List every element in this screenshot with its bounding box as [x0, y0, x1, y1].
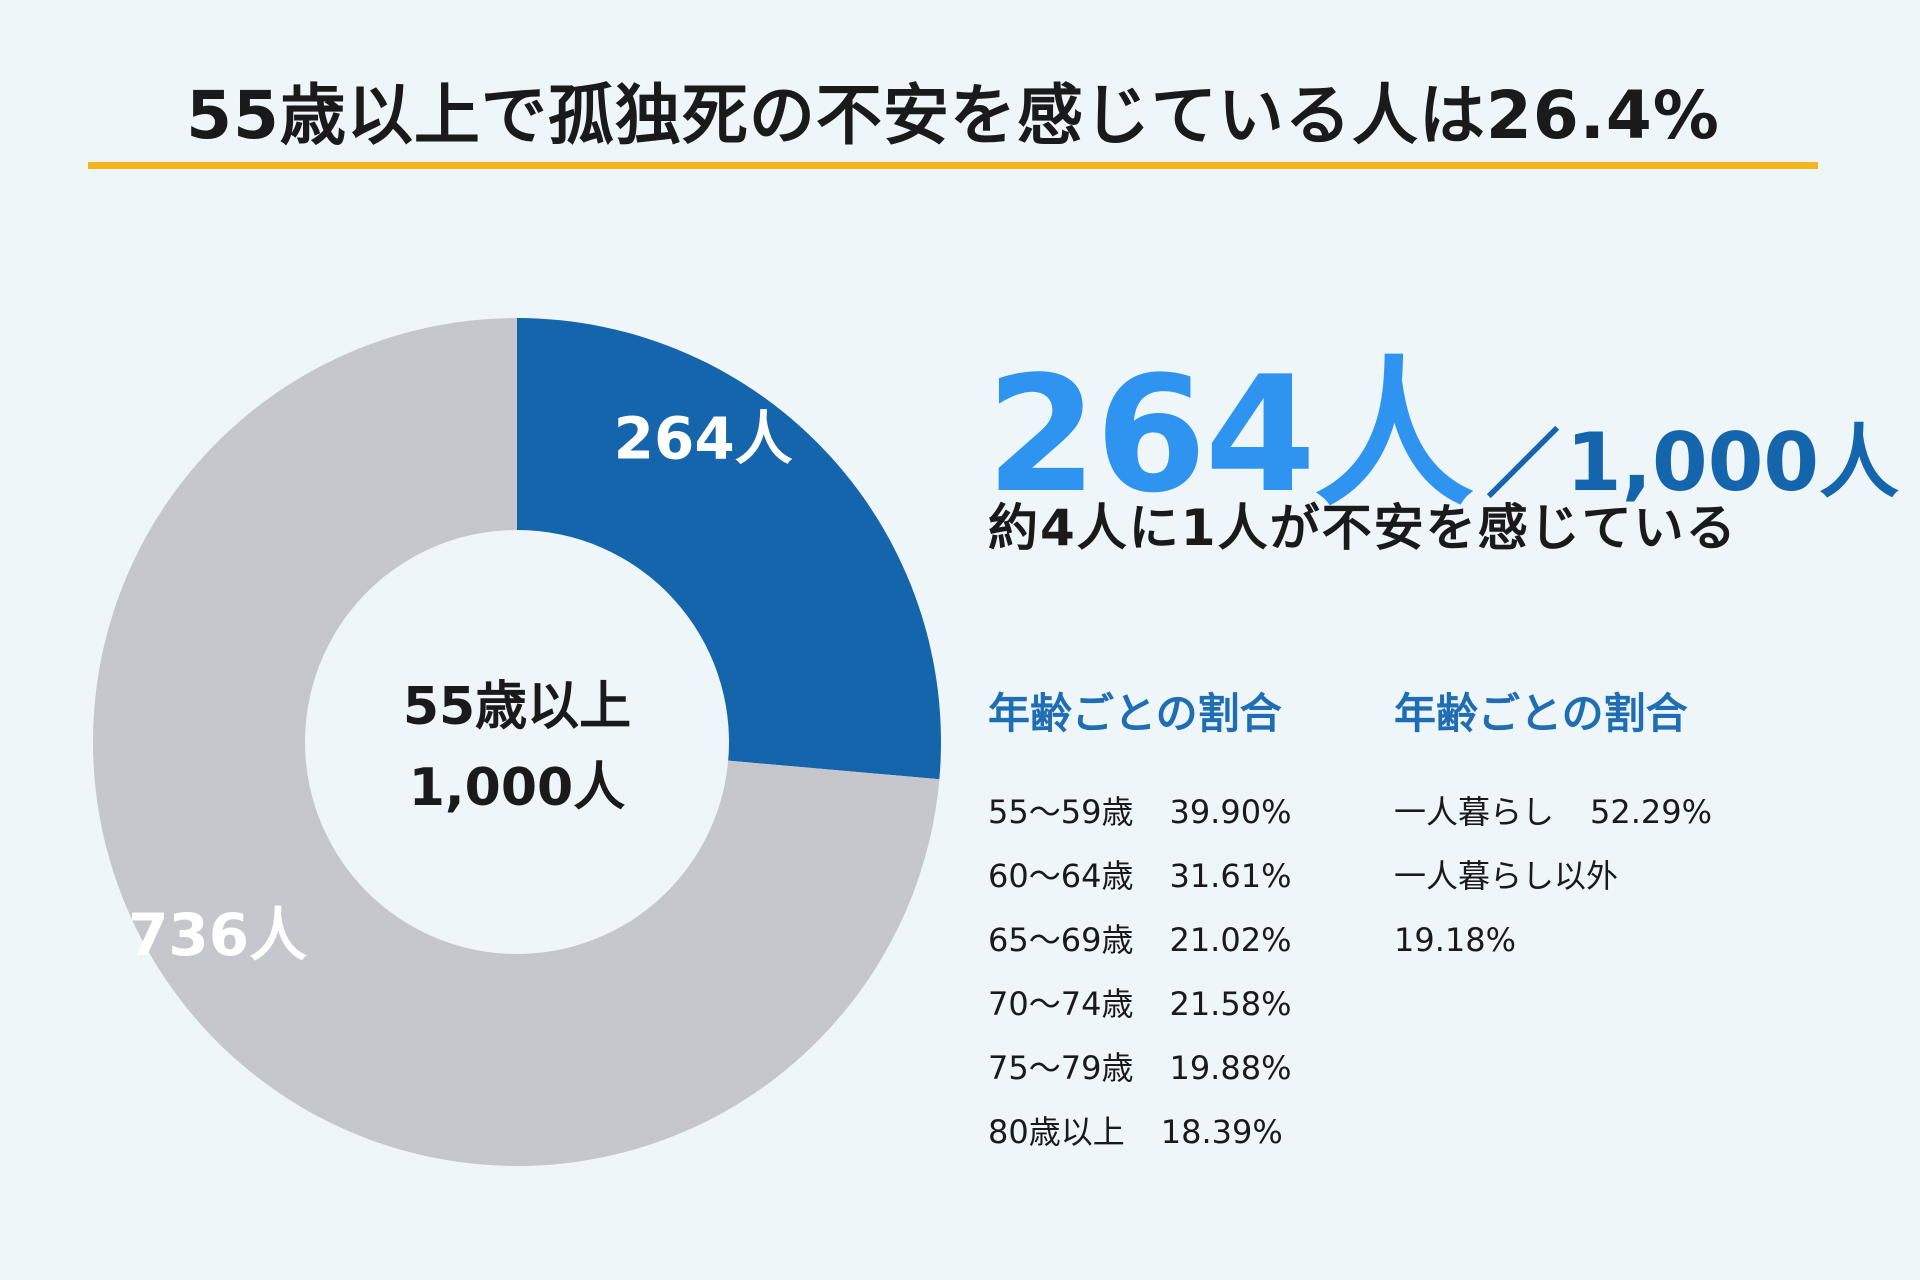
age-breakdown-list: 年齢ごとの割合 55〜59歳 39.90% 60〜64歳 31.61% 65〜69歳…	[988, 680, 1291, 1164]
list-item: 80歳以上 18.39%	[988, 1100, 1291, 1164]
list-item-value: 52.29%	[1590, 793, 1713, 831]
headline-separator: ／	[1486, 422, 1560, 508]
list-item-label: 65〜69歳	[988, 921, 1134, 959]
living-breakdown-list: 年齢ごとの割合 一人暮らし 52.29% 一人暮らし以外 19.18%	[1394, 680, 1712, 972]
page-title: 55歳以上で孤独死の不安を感じている人は26.4%	[186, 77, 1720, 154]
list-item: 一人暮らし以外	[1394, 844, 1712, 908]
list-item-label: 55〜59歳	[988, 793, 1134, 831]
list-item: 19.18%	[1394, 908, 1712, 972]
list-item-value: 19.88%	[1169, 1049, 1292, 1087]
list-item: 70〜74歳 21.58%	[988, 972, 1291, 1036]
headline-total: 1,000人	[1566, 416, 1900, 509]
center-label-line-2: 1,000人	[409, 758, 625, 818]
donut-slice-label-2: 736人	[128, 901, 307, 969]
center-label-line-1: 55歳以上	[403, 677, 631, 737]
list-item-value: 21.02%	[1169, 921, 1292, 959]
donut-slice-label-1: 264人	[614, 404, 793, 472]
list-item-value: 39.90%	[1169, 793, 1292, 831]
headline: 264人 ／1,000人	[986, 305, 1899, 537]
living-breakdown-heading: 年齢ごとの割合	[1394, 689, 1688, 738]
headline-count: 264人	[986, 341, 1474, 528]
list-item-label: 75〜79歳	[988, 1049, 1134, 1087]
list-item-value: 21.58%	[1169, 985, 1292, 1023]
list-item-label: 60〜64歳	[988, 857, 1134, 895]
list-item: 一人暮らし 52.29%	[1394, 780, 1712, 844]
list-item-value: 31.61%	[1169, 857, 1292, 895]
list-item-value: 18.39%	[1160, 1113, 1283, 1151]
list-item-label: 19.18%	[1394, 921, 1517, 959]
title-underline	[88, 162, 1818, 169]
age-breakdown-heading: 年齢ごとの割合	[988, 689, 1282, 738]
list-item: 55〜59歳 39.90%	[988, 780, 1291, 844]
headline-subtitle: 約4人に1人が不安を感じている	[988, 499, 1738, 557]
list-item: 65〜69歳 21.02%	[988, 908, 1291, 972]
list-item-label: 一人暮らし	[1394, 793, 1555, 831]
list-item: 75〜79歳 19.88%	[988, 1036, 1291, 1100]
list-item-label: 70〜74歳	[988, 985, 1134, 1023]
list-item-label: 80歳以上	[988, 1113, 1125, 1151]
list-item-label: 一人暮らし以外	[1394, 857, 1619, 895]
list-item: 60〜64歳 31.61%	[988, 844, 1291, 908]
donut-slice-2	[92, 317, 940, 1166]
donut-slice-1	[517, 318, 941, 780]
